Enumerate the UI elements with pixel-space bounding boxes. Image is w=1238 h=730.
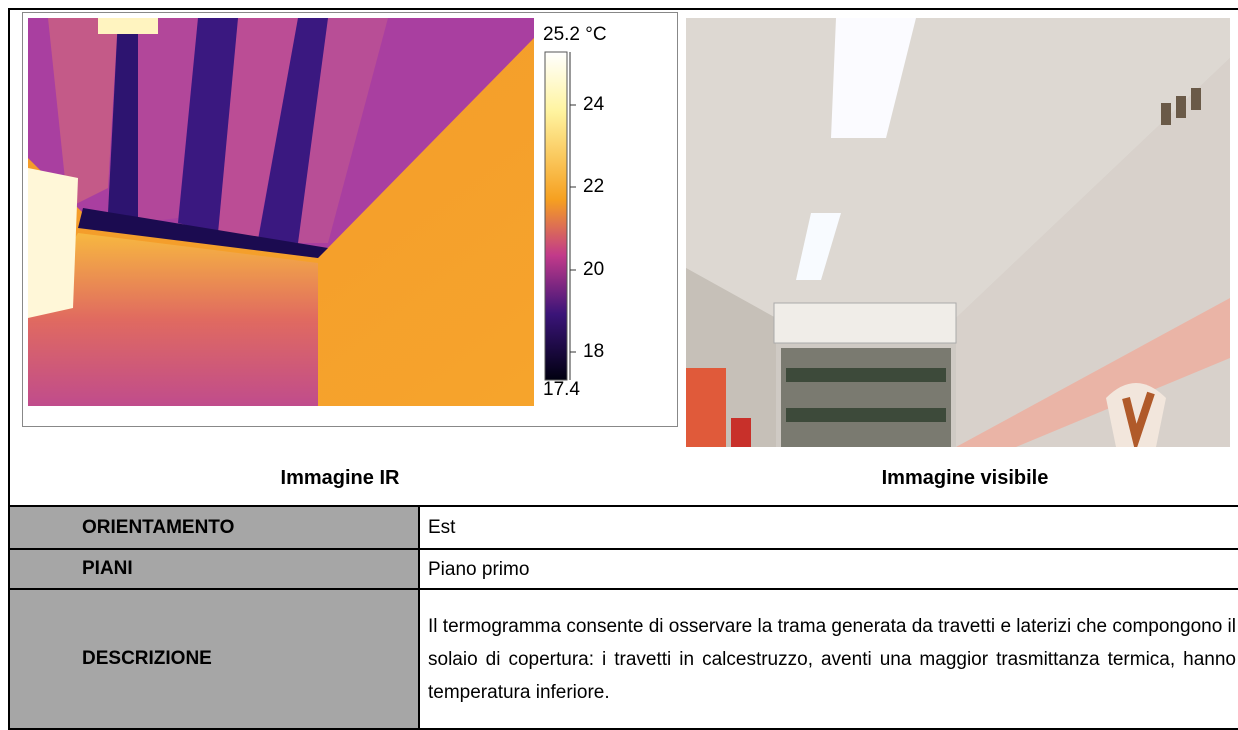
- table-row: ORIENTAMENTO Est: [9, 506, 1238, 549]
- row-label: PIANI: [9, 549, 419, 589]
- row-label: DESCRIZIONE: [9, 589, 419, 729]
- scale-tick: 24: [583, 94, 604, 116]
- table-row: PIANI Piano primo: [9, 549, 1238, 589]
- scale-max: 25.2 °C: [543, 24, 607, 46]
- ir-image: [28, 18, 534, 406]
- table-row: DESCRIZIONE Il termogramma consente di o…: [9, 589, 1238, 729]
- row-value: Piano primo: [419, 549, 1238, 589]
- ir-scale: [540, 20, 670, 412]
- ir-caption: Immagine IR: [180, 467, 500, 490]
- visible-caption: Immagine visibile: [800, 467, 1130, 490]
- page: 25.2 °C 24 22 20 18 17.4 Immagine IR Imm…: [0, 0, 1238, 726]
- row-value: Il termogramma consente di osservare la …: [419, 589, 1238, 729]
- scale-tick: 20: [583, 259, 604, 281]
- row-value: Est: [419, 506, 1238, 549]
- scale-tick: 22: [583, 176, 604, 198]
- scale-min: 17.4: [543, 379, 580, 401]
- info-table: ORIENTAMENTO Est PIANI Piano primo DESCR…: [8, 505, 1238, 730]
- scale-tick: 18: [583, 341, 604, 363]
- visible-image: [686, 18, 1230, 447]
- row-label: ORIENTAMENTO: [9, 506, 419, 549]
